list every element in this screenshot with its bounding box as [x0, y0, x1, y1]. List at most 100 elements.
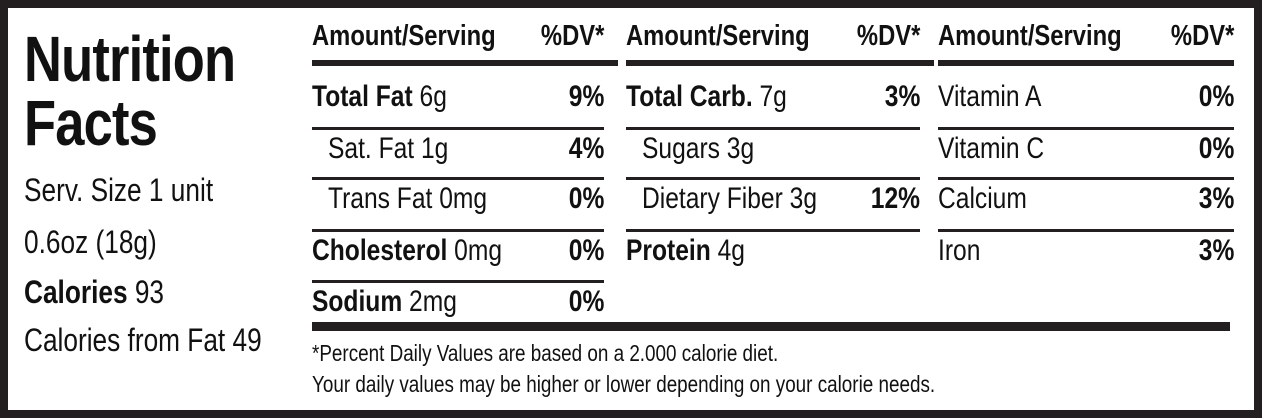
nutrient-amount: 0mg: [439, 182, 488, 215]
row-rule: [312, 177, 604, 180]
nutrient-name: Vitamin A: [938, 80, 1042, 113]
serving-line: 0.6oz (18g): [24, 224, 186, 260]
nutrient-amount: 4g: [717, 234, 745, 267]
nutrient-text: Sat. Fat 1g: [328, 132, 448, 166]
header-dv: %DV*: [1114, 20, 1234, 53]
nutrient-text: Iron: [938, 234, 980, 268]
calories-label: Calories: [24, 274, 128, 310]
nutrient-text: Total Carb. 7g: [626, 80, 787, 114]
footnote: *Percent Daily Values are based on a 2.0…: [312, 340, 779, 366]
nutrient-text: Cholesterol 0mg: [312, 234, 502, 268]
footnote: Your daily values may be higher or lower…: [312, 371, 936, 397]
row-rule: [312, 127, 604, 130]
daily-value-text: 4%: [568, 132, 604, 165]
nutrient-amount: 3g: [726, 132, 755, 165]
daily-value: 0%: [1134, 132, 1234, 166]
daily-value: 9%: [504, 80, 604, 114]
daily-value-text: 12%: [870, 182, 920, 215]
row-rule: [626, 127, 920, 130]
nutrient-text: Total Fat 6g: [312, 80, 447, 114]
nutrient-name: Sodium: [312, 285, 403, 318]
footnote-line: *Percent Daily Values are based on a 2.0…: [312, 340, 881, 367]
row-rule: [938, 229, 1234, 232]
daily-value-text: 0%: [568, 285, 604, 318]
daily-value-text: 0%: [568, 234, 604, 267]
title-1: Nutrition: [24, 23, 236, 95]
title-2: Facts: [24, 87, 158, 159]
nutrient: Trans Fat 0mg: [328, 182, 522, 216]
nutrient-amount: 6g: [419, 80, 447, 113]
nutrient-name: Calcium: [938, 182, 1027, 215]
nutrient-name: Trans Fat: [328, 182, 433, 215]
nutrient-amount: 3g: [789, 182, 818, 215]
daily-value: 0%: [504, 182, 604, 216]
header-dv: %DV*: [800, 20, 920, 53]
header-amount-text: Amount/Serving: [938, 20, 1122, 52]
nutrient: Iron: [938, 234, 990, 268]
nutrient: Total Fat 6g: [312, 80, 477, 114]
row-rule: [938, 177, 1234, 180]
nutrient-name: Vitamin C: [938, 132, 1045, 165]
header-amount: Amount/Serving: [312, 20, 536, 53]
title-line: Facts: [24, 87, 186, 159]
daily-value: 12%: [820, 182, 920, 216]
calories-fat-line: Calories from Fat 49: [24, 322, 314, 358]
nutrient-text: Vitamin C: [938, 132, 1044, 166]
daily-value-text: 3%: [1198, 182, 1234, 215]
daily-value: 0%: [504, 234, 604, 268]
serving-line: Serv. Size 1 unit: [24, 172, 255, 208]
daily-value-text: 0%: [1198, 132, 1234, 165]
header-rule: [312, 60, 618, 66]
daily-value: 0%: [504, 285, 604, 319]
nutrient: Total Carb. 7g: [626, 80, 822, 114]
nutrient: Cholesterol 0mg: [312, 234, 544, 268]
daily-value-text: 0%: [568, 182, 604, 215]
header-dv-text: %DV*: [540, 20, 604, 52]
nutrient: Sodium 2mg: [312, 285, 489, 319]
serving-weight: 0.6oz (18g): [24, 224, 157, 260]
calories-fat: Calories from Fat 49: [24, 322, 262, 358]
daily-value-text: 3%: [1198, 234, 1234, 267]
nutrient-text: Calcium: [938, 182, 1027, 216]
calories-line: Calories 93: [24, 274, 195, 310]
serving-size: Serv. Size 1 unit: [24, 172, 214, 208]
header-rule: [938, 60, 1234, 66]
nutrient-name: Sat. Fat: [328, 132, 415, 165]
daily-value-text: 0%: [1198, 80, 1234, 113]
nutrient-text: Sugars 3g: [642, 132, 754, 166]
calories-fat-label: Calories from Fat: [24, 322, 226, 358]
nutrient-text: Sodium 2mg: [312, 285, 457, 319]
nutrient-amount: 1g: [420, 132, 449, 165]
nutrient-amount: 7g: [759, 80, 787, 113]
nutrient-amount: 2mg: [409, 285, 457, 318]
calories-fat-value: 49: [232, 322, 262, 358]
title-line: Nutrition: [24, 23, 282, 95]
footnote-line: Your daily values may be higher or lower…: [312, 371, 1072, 398]
nutrient-name: Iron: [938, 234, 981, 267]
nutrient: Vitamin C: [938, 132, 1068, 166]
row-rule: [938, 127, 1234, 130]
nutrient-name: Cholesterol: [312, 234, 448, 267]
nutrient-text: Protein 4g: [626, 234, 745, 268]
calories-value: 93: [134, 274, 165, 310]
daily-value-text: 9%: [568, 80, 604, 113]
nutrient: Calcium: [938, 182, 1046, 216]
nutrient-text: Trans Fat 0mg: [328, 182, 487, 216]
calories: Calories 93: [24, 274, 164, 310]
nutrient-name: Total Carb.: [626, 80, 753, 113]
thick-rule: [312, 322, 1230, 331]
header-amount: Amount/Serving: [938, 20, 1162, 53]
nutrient-name: Protein: [626, 234, 711, 267]
row-rule: [312, 280, 604, 283]
daily-value: 3%: [820, 80, 920, 114]
nutrient: Dietary Fiber 3g: [642, 182, 855, 216]
header-rule: [626, 60, 934, 66]
header-amount-text: Amount/Serving: [626, 20, 810, 52]
header-amount: Amount/Serving: [626, 20, 850, 53]
header-dv: %DV*: [484, 20, 604, 53]
nutrient-amount: 0mg: [454, 234, 503, 267]
daily-value-text: 3%: [884, 80, 920, 113]
nutrient: Protein 4g: [626, 234, 771, 268]
nutrient-name: Sugars: [642, 132, 720, 165]
